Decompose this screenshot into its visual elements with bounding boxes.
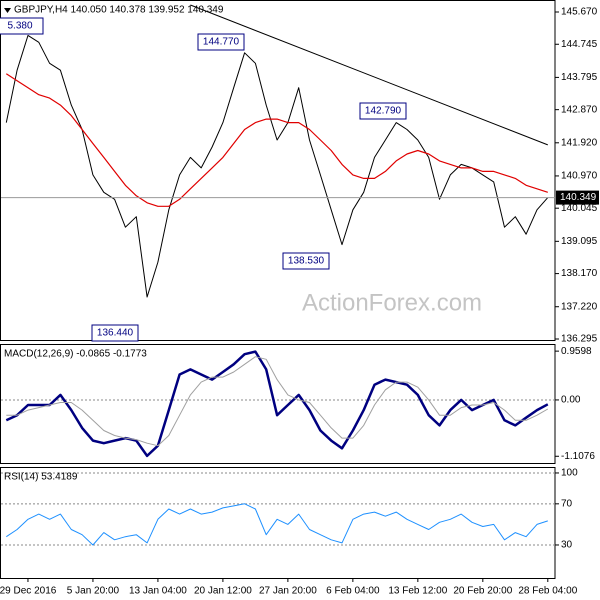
- y-tick-label: 141.920: [561, 137, 598, 148]
- x-tick-label: 27 Jan 20:00: [259, 586, 317, 597]
- annotation-box: [359, 102, 407, 120]
- series-line: [5, 73, 548, 207]
- y-tick-label: 143.795: [561, 72, 598, 83]
- x-tick-label: 6 Feb 04:00: [326, 586, 380, 597]
- annotation-box: [282, 252, 330, 270]
- panel-frame: [0, 467, 556, 579]
- annotation: 144.770: [203, 37, 240, 48]
- annotation: 138.530: [288, 256, 325, 267]
- annotation-box: [91, 324, 139, 342]
- x-tick-label: 28 Feb 04:00: [518, 586, 577, 597]
- annotation-box: [0, 17, 44, 35]
- series-line: [6, 356, 549, 447]
- y-tick-label: 137.220: [561, 301, 598, 312]
- last-price-label: 140.349: [560, 192, 597, 203]
- annotation: 5.380: [7, 21, 32, 32]
- x-tick-label: 5 Jan 20:00: [67, 586, 120, 597]
- y-tick-label: 0.00: [561, 395, 581, 406]
- menu-arrow: [4, 8, 11, 13]
- y-tick-label: 145.670: [561, 7, 598, 18]
- x-tick-label: 13 Feb 12:00: [388, 586, 447, 597]
- y-tick-label: 30: [561, 540, 573, 551]
- panel-title: MACD(12,26,9) -0.0865 -0.1773: [4, 349, 147, 360]
- y-tick-label: 144.745: [561, 39, 598, 50]
- panel-title: RSI(14) 53.4189: [4, 472, 78, 483]
- y-tick-label: 138.170: [561, 268, 598, 279]
- series-line: [6, 503, 548, 546]
- y-tick-label: 100: [561, 468, 578, 479]
- panel-frame: [0, 344, 556, 464]
- y-tick-label: -1.1076: [561, 451, 595, 462]
- y-tick-label: 140.970: [561, 171, 598, 182]
- x-tick-label: 29 Dec 2016: [0, 586, 57, 597]
- y-tick-label: 142.870: [561, 104, 598, 115]
- panel-title: GBPJPY,H4 140.050 140.378 139.952 140.34…: [14, 5, 224, 16]
- watermark: ActionForex.com: [302, 289, 482, 316]
- y-tick-label: 136.295: [561, 334, 598, 345]
- x-tick-label: 20 Feb 20:00: [453, 586, 512, 597]
- x-tick-label: 13 Jan 04:00: [129, 586, 187, 597]
- y-tick-label: 139.095: [561, 236, 598, 247]
- annotation: 136.440: [97, 328, 134, 339]
- series-line: [5, 34, 549, 298]
- series-line: [5, 350, 549, 458]
- x-tick-label: 20 Jan 12:00: [194, 586, 252, 597]
- trendline: [190, 4, 548, 146]
- panel-frame: [0, 0, 556, 341]
- y-tick-label: 70: [561, 498, 573, 509]
- last-price-box: [556, 190, 599, 205]
- y-tick-label: 140.045: [561, 203, 598, 214]
- annotation: 142.790: [365, 106, 402, 117]
- y-tick-label: 0.9598: [561, 346, 592, 357]
- annotation-box: [197, 33, 245, 51]
